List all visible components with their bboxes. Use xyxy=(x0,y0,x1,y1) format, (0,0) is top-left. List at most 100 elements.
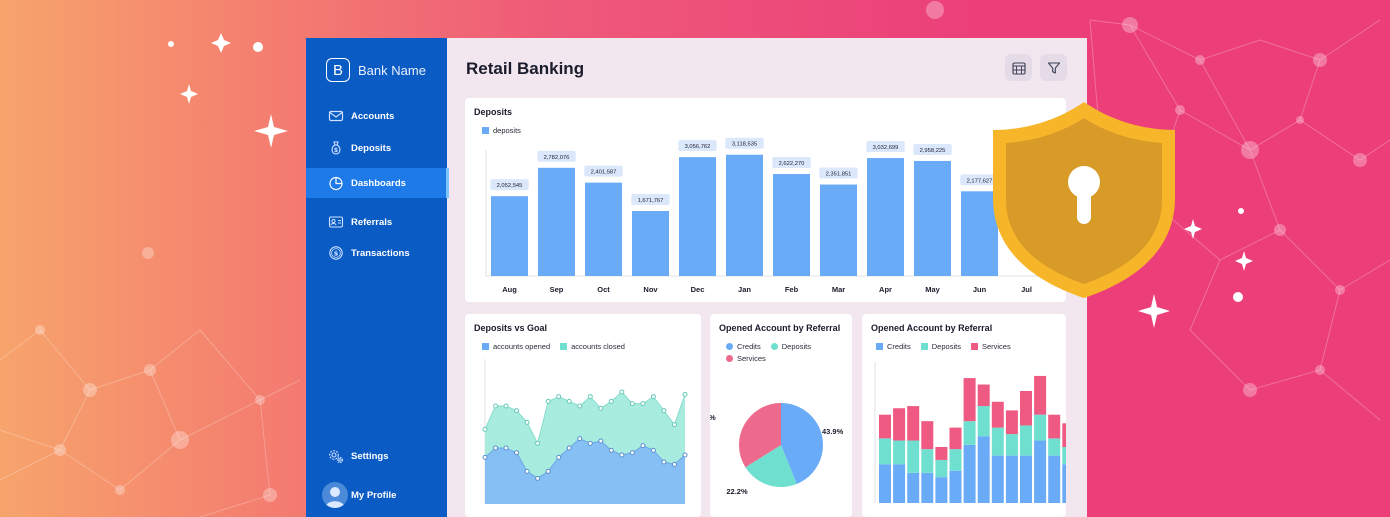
referral-pie-chart: 43.9% 22.2% 33.9% xyxy=(710,403,844,496)
dollar-coin-icon: $ xyxy=(329,246,343,260)
data-point xyxy=(556,394,562,400)
bar xyxy=(679,157,716,276)
bar xyxy=(914,160,951,276)
stacked-bar-segment xyxy=(949,470,962,503)
data-label-bg xyxy=(866,141,905,153)
referral-stacked-bar-chart xyxy=(874,362,1066,503)
sidebar-item-my-profile[interactable]: My Profile xyxy=(306,480,447,510)
data-point xyxy=(535,475,541,481)
stacked-bar-segment xyxy=(1048,438,1061,456)
stacked-bar-segment xyxy=(1020,425,1032,456)
sidebar-item-accounts[interactable]: Accounts xyxy=(306,101,447,131)
stacked-bar-segment xyxy=(893,408,906,441)
data-label: 3,118,535 xyxy=(732,142,757,148)
stacked-bar-segment xyxy=(1005,434,1018,456)
data-point xyxy=(587,440,593,446)
data-point xyxy=(577,403,583,409)
x-tick-label: Dec xyxy=(691,285,705,294)
stacked-bar-segment xyxy=(1048,414,1061,439)
data-label: 2,351,851 xyxy=(826,172,852,178)
envelope-icon xyxy=(328,110,344,122)
x-tick-label: Jun xyxy=(973,285,987,294)
stacked-bar-segment xyxy=(1034,414,1047,441)
gear-icon xyxy=(329,450,344,464)
stacked-bar-segment xyxy=(949,427,962,450)
data-point xyxy=(650,447,656,453)
stacked-bar-segment xyxy=(921,421,934,450)
sidebar-item-transactions[interactable]: $ Transactions xyxy=(306,238,447,268)
stacked-bar-segment xyxy=(991,455,1004,503)
pie-data-label: 43.9% xyxy=(822,427,844,436)
referral-pie-card: Opened Account by Referral Credits Depos… xyxy=(710,314,852,517)
stacked-bar-segment xyxy=(935,477,948,503)
sidebar-item-settings[interactable]: Settings xyxy=(306,441,447,471)
data-point xyxy=(545,468,551,474)
legend-label: Credits xyxy=(887,342,911,351)
calendar-icon xyxy=(1011,61,1026,75)
referral-stacked-card: Opened Account by Referral Credits Depos… xyxy=(862,314,1066,517)
stacked-bar-segment xyxy=(935,447,948,460)
data-point xyxy=(493,445,499,451)
data-point xyxy=(650,394,656,400)
data-label-bg xyxy=(819,167,858,179)
app-window: B Bank Name Accounts $ Deposits Dashboar… xyxy=(306,38,1087,517)
x-tick-label: Feb xyxy=(785,285,799,294)
x-tick-label: Apr xyxy=(879,285,892,294)
avatar[interactable] xyxy=(322,482,348,508)
data-label-bg xyxy=(678,140,717,152)
sidebar-item-label: Referrals xyxy=(351,216,393,228)
deposits-card: Deposits deposits 2,052,545 Aug 2,782,076 S… xyxy=(465,98,1066,302)
stacked-bar-segment xyxy=(963,444,976,503)
chart-legend: Credits Deposits Services xyxy=(876,342,1011,351)
chart-title: Opened Account by Referral xyxy=(719,323,841,333)
pie-chart-icon xyxy=(329,176,343,191)
sidebar-item-referrals[interactable]: Referrals xyxy=(306,207,447,237)
x-tick-label: Nov xyxy=(643,285,658,294)
data-label-bg xyxy=(537,150,576,162)
stacked-bar-segment xyxy=(1005,455,1018,503)
stacked-bar-segment xyxy=(991,401,1004,428)
legend-swatch xyxy=(482,127,489,134)
chart-legend: deposits xyxy=(482,126,521,135)
deposits-vs-goal-area-chart xyxy=(482,359,688,504)
stacked-bar-segment xyxy=(907,440,920,473)
data-point xyxy=(619,452,625,458)
stacked-bar-segment xyxy=(893,440,906,465)
stacked-bar-segment xyxy=(963,421,976,445)
legend-label: Services xyxy=(981,342,1011,351)
data-point xyxy=(524,419,530,425)
data-point xyxy=(535,440,541,446)
data-point xyxy=(671,422,677,428)
data-label: 2,622,270 xyxy=(779,161,805,167)
legend-label: deposits xyxy=(493,126,521,135)
pie-slice xyxy=(739,403,781,468)
bar xyxy=(773,174,810,276)
sidebar-item-deposits[interactable]: $ Deposits xyxy=(306,133,447,163)
data-label-bg xyxy=(725,137,764,149)
stacked-bar-segment xyxy=(879,414,891,439)
data-label-bg xyxy=(584,165,623,177)
stacked-bar-segment xyxy=(977,436,990,503)
data-label-bg xyxy=(631,193,670,205)
sidebar-item-dashboards[interactable]: Dashboards xyxy=(306,168,449,198)
data-point xyxy=(608,447,614,453)
pie-slice xyxy=(745,445,797,487)
data-label-bg xyxy=(913,143,952,155)
x-tick-label: Jan xyxy=(738,285,751,294)
legend-label: Credits xyxy=(737,342,761,351)
legend-label: Deposits xyxy=(931,342,961,351)
stacked-bar-segment xyxy=(1034,375,1047,415)
calendar-button[interactable] xyxy=(1005,54,1032,81)
bar xyxy=(585,182,622,276)
legend-swatch xyxy=(726,355,733,362)
data-point xyxy=(608,398,614,404)
brand[interactable]: B Bank Name xyxy=(326,58,426,82)
pie-slice xyxy=(781,403,824,484)
filter-button[interactable] xyxy=(1040,54,1067,81)
data-point xyxy=(545,398,551,404)
data-point xyxy=(493,403,499,409)
id-card-icon xyxy=(328,216,344,228)
stacked-bar-segment xyxy=(879,464,891,503)
bar xyxy=(820,184,857,276)
x-tick-label: May xyxy=(925,285,940,294)
